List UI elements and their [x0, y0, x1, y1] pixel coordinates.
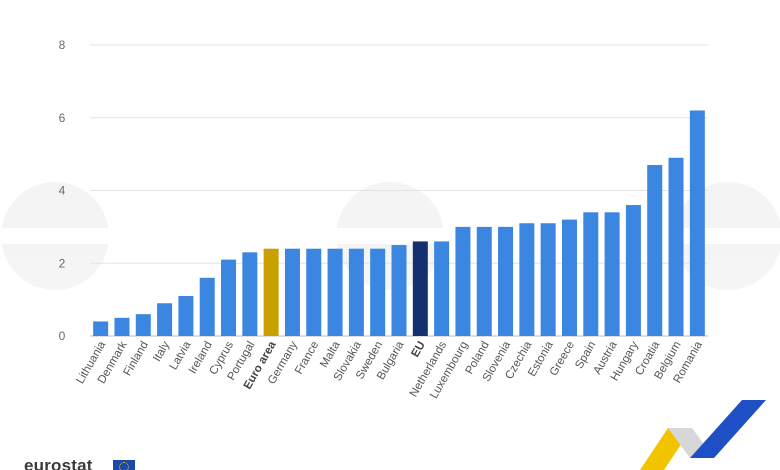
x-tick-label: Italy [151, 339, 172, 363]
bar-belgium [668, 157, 684, 336]
bar-latvia [178, 295, 194, 336]
bar-portugal [242, 252, 258, 336]
x-tick-label: EU [410, 340, 428, 360]
bar-malta [327, 248, 343, 336]
bar-hungary [625, 205, 641, 336]
bar-czechia [519, 223, 535, 336]
bar-luxembourg [455, 226, 471, 337]
bar-france [306, 248, 322, 336]
y-tick-label: 4 [59, 184, 66, 198]
bars [93, 110, 705, 337]
arrow-chevron-logo [640, 400, 766, 470]
bar-finland [135, 314, 151, 336]
logo-blue-stripe [690, 400, 766, 458]
bar-poland [476, 226, 492, 337]
bar-sweden [370, 248, 386, 336]
bar-cyprus [221, 259, 237, 336]
bar-germany [284, 248, 300, 336]
bar-romania [689, 110, 705, 336]
bar-ireland [199, 277, 215, 336]
bar-slovenia [498, 226, 514, 337]
eurostat-logo-text: eurostat [24, 456, 93, 470]
y-tick-label: 0 [59, 329, 66, 343]
bar-estonia [540, 223, 556, 336]
y-axis-ticks: 0 2 4 6 8 [59, 38, 66, 343]
y-tick-label: 6 [59, 111, 66, 125]
eu-flag-icon [113, 460, 135, 470]
bar-spain [583, 212, 599, 336]
bta-watermark-icon [1, 182, 109, 290]
bar-denmark [114, 317, 130, 336]
bar-austria [604, 212, 620, 336]
bar-netherlands [434, 241, 450, 336]
bar-greece [561, 219, 577, 336]
y-tick-label: 8 [59, 38, 66, 52]
bar-bulgaria [391, 245, 407, 336]
bar-eu [412, 241, 428, 336]
bar-lithuania [93, 321, 109, 336]
bar-euro-area [263, 248, 279, 336]
bar-croatia [647, 165, 663, 336]
bar-italy [157, 303, 173, 336]
y-tick-label: 2 [59, 256, 66, 270]
watermark-layer [1, 182, 780, 290]
bar-slovakia [348, 248, 364, 336]
